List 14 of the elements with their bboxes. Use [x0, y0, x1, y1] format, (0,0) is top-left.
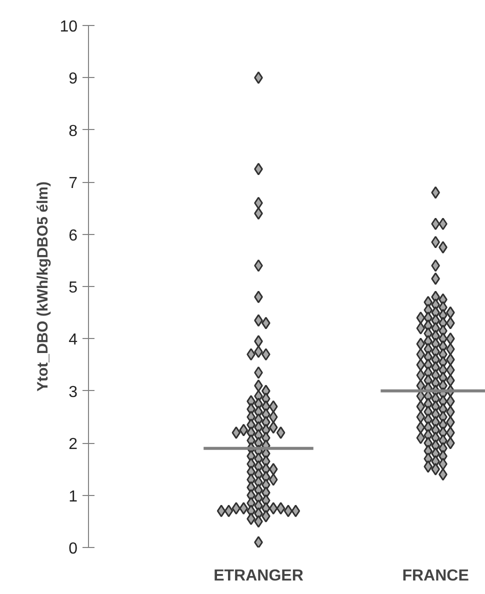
x-tick-label: ETRANGER — [214, 568, 304, 584]
y-tick-label: 5 — [68, 280, 78, 296]
y-tick-label: 8 — [68, 122, 78, 140]
y-tick-label: 6 — [68, 227, 78, 244]
y-tick-label: 10 — [60, 18, 78, 36]
y-tick-label: 7 — [68, 175, 78, 192]
y-tick-label: 4 — [68, 332, 78, 349]
y-tick-label: 2 — [68, 436, 78, 454]
y-tick-label: 9 — [68, 70, 78, 88]
y-tick-label: 0 — [68, 540, 78, 558]
y-axis-title: Ytot_DBO (kWh/kgDBO5 élm) — [34, 181, 52, 392]
y-tick-label: 3 — [68, 384, 78, 401]
x-tick-label: FRANCE — [402, 568, 470, 584]
y-tick-label: 1 — [68, 488, 78, 506]
